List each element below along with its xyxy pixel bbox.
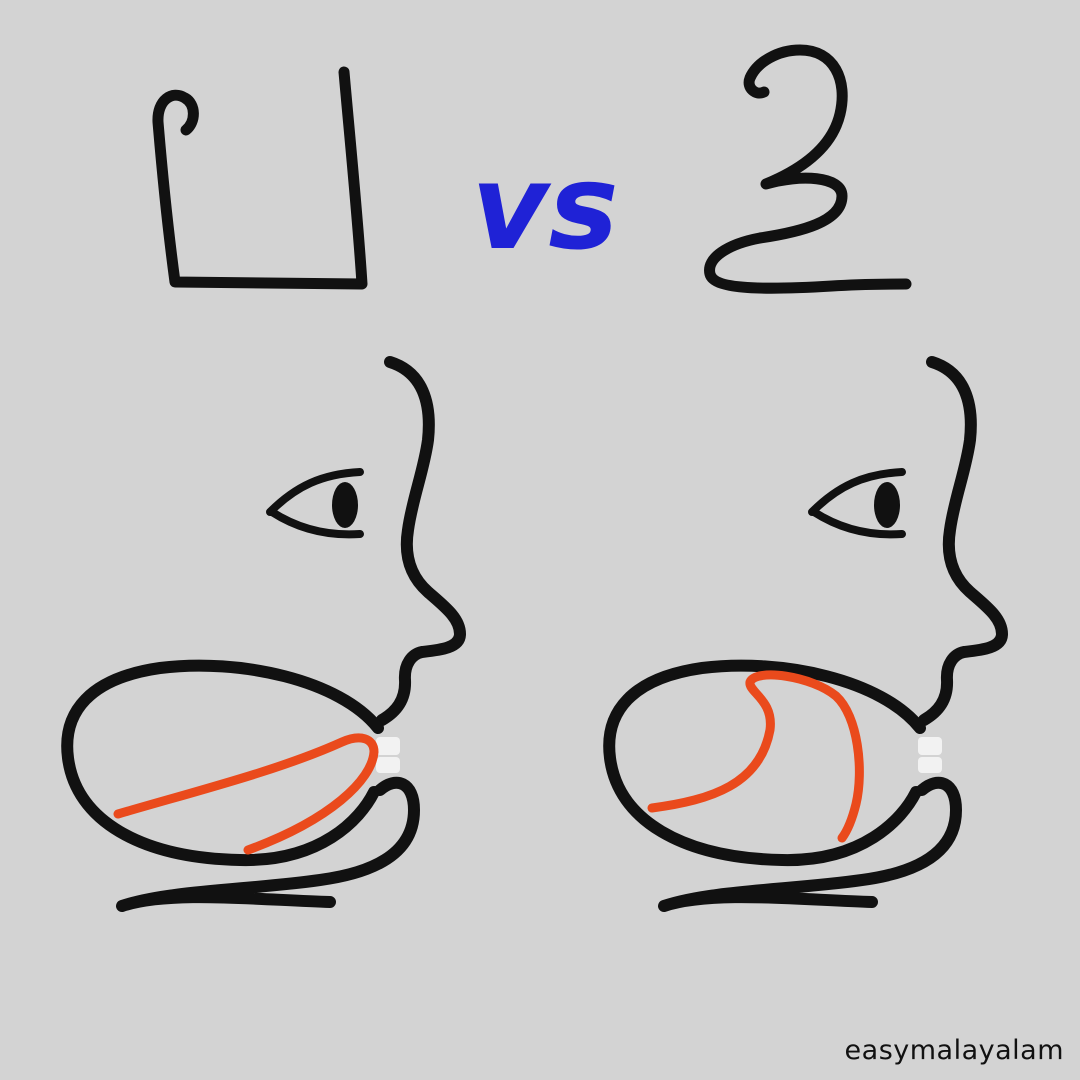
face-profile <box>918 356 1008 726</box>
left-face-diagram <box>61 356 466 912</box>
face-profile <box>376 356 466 726</box>
right-face-diagram <box>603 356 1008 912</box>
lower-jaw <box>116 776 420 912</box>
lower-teeth <box>376 757 400 773</box>
comparison-header: vs <box>152 44 912 294</box>
eye-pupil <box>874 482 900 528</box>
eye <box>808 468 906 539</box>
eye <box>266 468 364 539</box>
right-letter-glyph <box>704 44 912 294</box>
mouth-cavity <box>61 659 384 867</box>
lower-teeth <box>918 757 942 773</box>
tongue <box>647 670 864 843</box>
vs-label: vs <box>471 138 618 276</box>
upper-teeth <box>376 737 400 755</box>
tongue <box>113 733 379 855</box>
lower-jaw <box>658 776 962 912</box>
upper-teeth <box>918 737 942 755</box>
eye-pupil <box>332 482 358 528</box>
mouth-cavity <box>603 659 926 867</box>
brand-watermark: easymalayalam <box>844 1035 1064 1066</box>
left-letter-glyph <box>152 66 368 290</box>
